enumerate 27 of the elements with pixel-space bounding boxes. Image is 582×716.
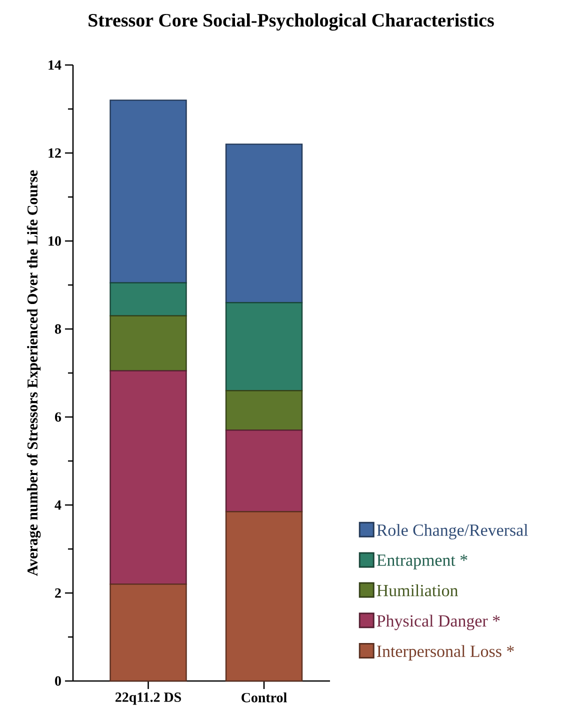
y-tick-label: 6 [54, 412, 62, 422]
y-axis-title: Average number of Stressors Experienced Over the Life Course [26, 170, 41, 576]
chart-title: Stressor Core Social-Psychological Characteristics [88, 13, 494, 31]
legend-label: Interpersonal Loss * [376, 645, 514, 660]
y-tick-label: 4 [54, 500, 62, 510]
bar [110, 370, 187, 585]
legend-label: Physical Danger * [376, 614, 500, 630]
bar [110, 282, 187, 316]
y-tick-label: 2 [55, 588, 61, 598]
bar [225, 302, 303, 392]
x-tick-label: 22q11.2 DS [115, 692, 181, 705]
bar [110, 100, 187, 284]
bar [225, 144, 303, 304]
bar [225, 511, 303, 682]
y-tick-label: 0 [55, 676, 61, 686]
bar [110, 584, 187, 682]
bar [225, 430, 303, 512]
bar [225, 390, 303, 431]
y-tick-label: 14 [48, 60, 62, 70]
legend-label: Entrapment * [376, 554, 468, 570]
legend-label: Humiliation [376, 584, 458, 596]
legend-label: Role Change/Reversal [376, 524, 528, 540]
x-tick-label: Control [242, 692, 287, 702]
bar [110, 315, 187, 372]
y-tick-label: 8 [54, 324, 62, 334]
y-tick-label: 10 [48, 236, 61, 246]
y-tick-label: 12 [48, 148, 61, 158]
